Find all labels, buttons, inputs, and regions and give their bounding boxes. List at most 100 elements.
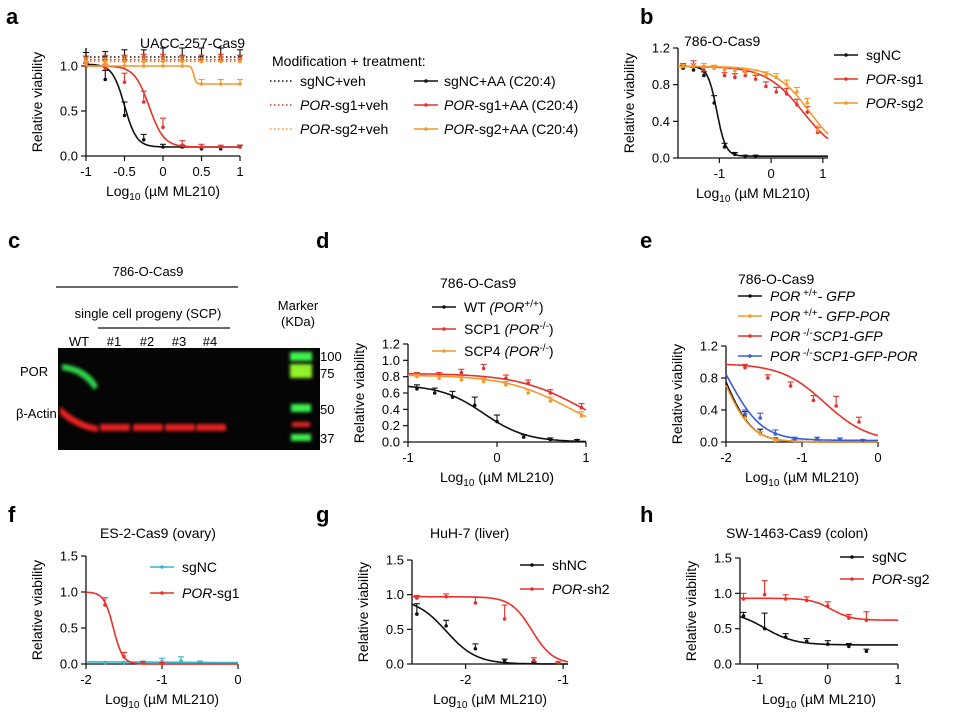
panel-d-series-2-point-0: [415, 374, 419, 379]
panel-g-series-0-point-0: [415, 612, 419, 616]
panel-e-ytick-label-3: 1.2: [700, 339, 718, 354]
panel-b-series-1-point-6: [743, 73, 748, 78]
panel-a-series-2-point-7: [218, 59, 223, 64]
panel-d-chart: 786-O-Cas9 0.0 0.20.40.6 0.81.01.2 -1 0 1 Log10…: [351, 275, 590, 489]
panel-h-legend-marker-0: [850, 555, 854, 559]
panel-h-series-0-curve: [739, 615, 898, 646]
panel-d-series-1-point-5: [526, 381, 530, 386]
panel-b-series-0-point-7: [753, 154, 758, 158]
panel-a-series-5-curve: [86, 65, 240, 85]
panel-d-series-0-point-2: [450, 395, 455, 399]
panel-g-ylabel: Relative viability: [355, 562, 371, 662]
panel-h-chart: SW-1463-Cas9 (colon) 0.0 0.5 1.0 1.5 -1 0 1 Log1…: [683, 525, 930, 711]
panel-e-series-2-point-4: [834, 404, 838, 408]
panel-d-ytick-label-6: 1.2: [382, 337, 400, 352]
panel-b-xtick-label-2: 1: [819, 166, 826, 181]
blot-lane-label-0: WT: [69, 334, 89, 349]
panel-h-legend-label-0: sgNC: [872, 549, 907, 565]
panel-a-series-5-point-3: [141, 64, 146, 68]
panel-a-series-3-point-4: [161, 145, 165, 149]
panel-d-series-0-point-7: [575, 438, 579, 443]
blot-lane-label-2: #2: [140, 334, 154, 349]
panel-b-legend-label-0: sgNC: [866, 47, 901, 63]
panel-d-ytick-label-2: 0.4: [382, 402, 400, 417]
panel-h-series-1-point-2: [783, 597, 788, 601]
blot-band-por-wt: [62, 364, 98, 390]
panel-e-series-2-point-2: [788, 384, 793, 388]
blot-marker-size-1: 75: [320, 366, 334, 381]
panel-a-series-5-point-4: [161, 64, 165, 68]
panel-e-ytick-label-2: 0.8: [700, 371, 718, 386]
panel-d-series-0-point-4: [495, 419, 499, 424]
panel-b-legend-label-2: POR-sg2: [866, 95, 924, 111]
panel-f-legend-marker-0: [160, 565, 164, 569]
panel-e-legend-label-0: POR +/+- GFP: [770, 288, 856, 304]
panel-g-xtick-label-1: -1: [557, 672, 569, 687]
panel-b-series-2-point-0: [681, 64, 685, 69]
panel-h-ytick-label-3: 1.5: [714, 551, 732, 566]
panel-f-ytick-label-1: 0.5: [60, 621, 78, 636]
panel-b-series-0-point-3: [712, 101, 717, 105]
panel-d-series-0-point-1: [432, 391, 437, 395]
panel-b-series-2-point-4: [722, 68, 727, 72]
panel-a-series-4-curve: [86, 65, 240, 148]
panel-d-series-2-point-1: [437, 376, 441, 381]
panel-b-series-0-point-6: [743, 154, 748, 158]
panel-b-legend-marker-1: [844, 77, 848, 81]
panel-g-xlabel: Log10 (µM ML210): [433, 691, 547, 711]
panel-e-legend-marker-2: [748, 334, 752, 338]
panel-e-legend-label-2: POR -/-SCP1-GFP: [770, 328, 883, 344]
panel-g-series-0-point-2: [473, 646, 478, 651]
panel-h-legend-label-1: POR-sg2: [872, 571, 930, 587]
panel-f-legend-label-1: POR-sg1: [182, 585, 240, 601]
panel-d-series-0-point-6: [548, 437, 553, 442]
panel-b-series-2-point-12: [805, 101, 810, 105]
panel-f-series-1-point-2: [141, 660, 145, 665]
panel-d-xtick-label-1: 0: [493, 450, 500, 465]
panel-letter-h: h: [640, 502, 653, 527]
panel-b-series-1-point-8: [764, 84, 768, 89]
panel-a-legend-label-0: sgNC+veh: [300, 73, 366, 89]
panel-g-series-0-point-3: [502, 658, 507, 663]
panel-a-series-5-point-1: [103, 62, 108, 66]
panel-a-series-4-point-6: [199, 145, 204, 149]
panel-b-series-2-point-1: [691, 64, 696, 69]
panel-f-xtick-label-1: -1: [156, 672, 168, 687]
panel-d-ytick-label-1: 0.2: [382, 418, 400, 433]
panel-a-series-3-point-3: [141, 138, 146, 142]
panel-b-series-0-point-5: [733, 152, 737, 157]
blot-band-actin-2: [133, 424, 163, 431]
panel-e-series-1-point-1: [758, 432, 762, 436]
blot-marker-size-3: 37: [320, 431, 334, 446]
panel-a-ytick-label-2: 1.0: [60, 59, 78, 74]
panel-b-series-1-point-7: [753, 77, 758, 81]
panel-h-xtick-label-1: 0: [824, 672, 831, 687]
panel-e-legend-marker-0: [748, 294, 752, 298]
blot-band-actin-wt: [60, 406, 98, 432]
panel-h-series-1-point-6: [864, 618, 869, 622]
panel-a-series-3-point-2: [122, 113, 127, 118]
panel-e-series-3-point-6: [861, 438, 865, 443]
panel-f-title: ES-2-Cas9 (ovary): [100, 525, 216, 541]
panel-f-xlabel: Log10 (µM ML210): [105, 691, 219, 711]
panel-b-series-1-point-10: [784, 92, 789, 96]
panel-letter-g: g: [316, 502, 329, 527]
panel-a-ytick-label-0: 0.0: [60, 149, 78, 164]
panel-b-series-2-point-7: [753, 71, 758, 76]
panel-letter-f: f: [8, 502, 16, 527]
panel-a-ytick-label-1: 0.5: [60, 104, 78, 119]
blot-marker-size-2: 50: [320, 402, 334, 417]
panel-a-legend-label-3: sgNC+AA (C20:4): [444, 73, 556, 89]
panel-d-series-1-point-6: [548, 391, 553, 395]
blot-membrane: [58, 348, 320, 450]
panel-e-legend-marker-1: [748, 314, 752, 318]
panel-h-series-1-curve: [740, 597, 898, 622]
panel-e-series-1-point-0: [743, 416, 747, 420]
panel-a-series-2-point-8: [238, 59, 242, 64]
panel-b-series-2-point-13: [815, 128, 820, 133]
blot-band-actin-3: [165, 424, 195, 431]
blot-marker-band-75: [290, 364, 312, 378]
panel-d-series-1-point-4: [504, 376, 508, 381]
panel-d-series-2-point-7: [579, 414, 584, 418]
panel-a-series-4-point-2: [122, 80, 127, 84]
